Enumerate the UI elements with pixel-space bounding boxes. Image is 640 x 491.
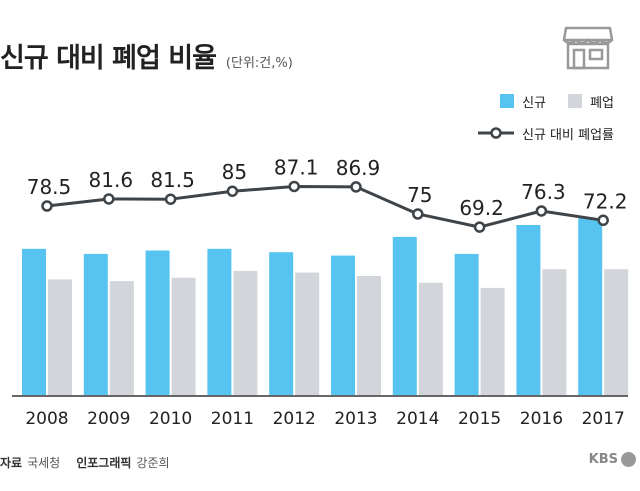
chart-legend: 신규 폐업 신규 대비 폐업률	[456, 92, 614, 156]
x-tick-label-2017: 2017	[582, 409, 625, 429]
source-value: 국세청	[27, 456, 61, 470]
chart-footer: 자료 국세청 인포그래픽 강준희	[0, 454, 186, 471]
x-tick-label-2012: 2012	[273, 409, 316, 429]
bar-closed-2011	[233, 270, 258, 395]
source-label: 자료	[0, 456, 23, 470]
bar-new-2017	[578, 218, 603, 395]
ratio-point-2017	[597, 214, 609, 227]
brand-text: KBS	[588, 452, 618, 467]
ratio-point-2008	[41, 200, 53, 212]
brand-mark	[621, 452, 636, 467]
legend-swatch-new	[500, 94, 515, 108]
legend-item-closed: 폐업	[568, 92, 614, 111]
x-tick-label-2013: 2013	[334, 409, 377, 429]
storefront-icon	[562, 26, 614, 70]
ratio-point-2013	[350, 181, 362, 193]
ratio-point-2010	[164, 193, 177, 205]
graphic-value: 강준희	[136, 456, 170, 470]
ratio-label-2016: 76.3	[521, 180, 566, 204]
x-tick-label-2014: 2014	[396, 409, 439, 429]
bar-closed-2017	[604, 269, 629, 395]
legend-swatch-closed	[568, 94, 583, 108]
x-tick-label-2010: 2010	[149, 409, 192, 429]
chart-title: 신규 대비 폐업 비율	[0, 43, 217, 74]
bar-new-2009	[83, 253, 108, 395]
bar-new-2008	[22, 248, 46, 395]
ratio-point-2014	[412, 208, 424, 220]
ratio-label-2013: 86.9	[336, 156, 381, 180]
ratio-label-2012: 87.1	[274, 155, 319, 179]
bar-new-2015	[454, 253, 479, 395]
graphic-label: 인포그래픽	[76, 456, 132, 470]
bar-closed-2012	[295, 272, 320, 395]
bar-new-2013	[331, 255, 355, 395]
legend-label-closed: 폐업	[590, 95, 614, 111]
bar-new-2014	[392, 236, 417, 395]
bar-closed-2008	[48, 279, 72, 395]
bar-new-2016	[516, 225, 541, 395]
bar-new-2011	[207, 248, 232, 395]
bar-new-2010	[145, 250, 170, 395]
legend-label-new: 신규	[522, 95, 547, 111]
ratio-point-2009	[103, 193, 115, 205]
unit-label: (단위:건,%)	[225, 56, 293, 71]
ratio-line	[46, 184, 604, 229]
chart-header: 신규 대비 폐업 비율 (단위:건,%)	[0, 36, 293, 75]
ratio-label-2009: 81.6	[89, 168, 134, 192]
x-tick-label-2015: 2015	[458, 409, 501, 429]
bar-closed-2016	[542, 269, 567, 395]
ratio-point-2016	[535, 205, 548, 217]
bar-closed-2009	[109, 281, 134, 395]
ratio-point-2015	[473, 221, 486, 233]
ratio-label-2017: 72.2	[583, 189, 628, 213]
legend-item-ratio: 신규 대비 폐업률	[478, 124, 614, 143]
x-tick-label-2008: 2008	[25, 409, 68, 429]
ratio-label-2015: 69.2	[459, 196, 504, 220]
bar-closed-2015	[480, 287, 505, 395]
bar-closed-2014	[418, 282, 443, 395]
kbs-logo-icon: KBS	[589, 452, 636, 467]
source-credit: 자료 국세청	[0, 454, 60, 471]
bar-new-2012	[269, 252, 294, 395]
legend-swatch-ratio	[478, 127, 514, 139]
legend-item-new: 신규	[500, 92, 546, 111]
bar-closed-2010	[171, 277, 196, 395]
ratio-label-2011: 85	[222, 160, 247, 184]
ratio-point-2012	[288, 180, 300, 193]
legend-label-ratio: 신규 대비 폐업률	[522, 127, 614, 143]
graphic-credit: 인포그래픽 강준희	[76, 454, 169, 471]
x-tick-label-2016: 2016	[520, 409, 563, 429]
x-tick-label-2011: 2011	[211, 409, 254, 429]
ratio-label-2010: 81.5	[150, 168, 195, 192]
ratio-label-2008: 78.5	[27, 175, 72, 199]
bar-closed-2013	[357, 276, 381, 395]
ratio-point-2011	[226, 185, 239, 197]
ratio-label-2014: 75	[407, 183, 432, 207]
x-tick-label-2009: 2009	[87, 409, 130, 429]
